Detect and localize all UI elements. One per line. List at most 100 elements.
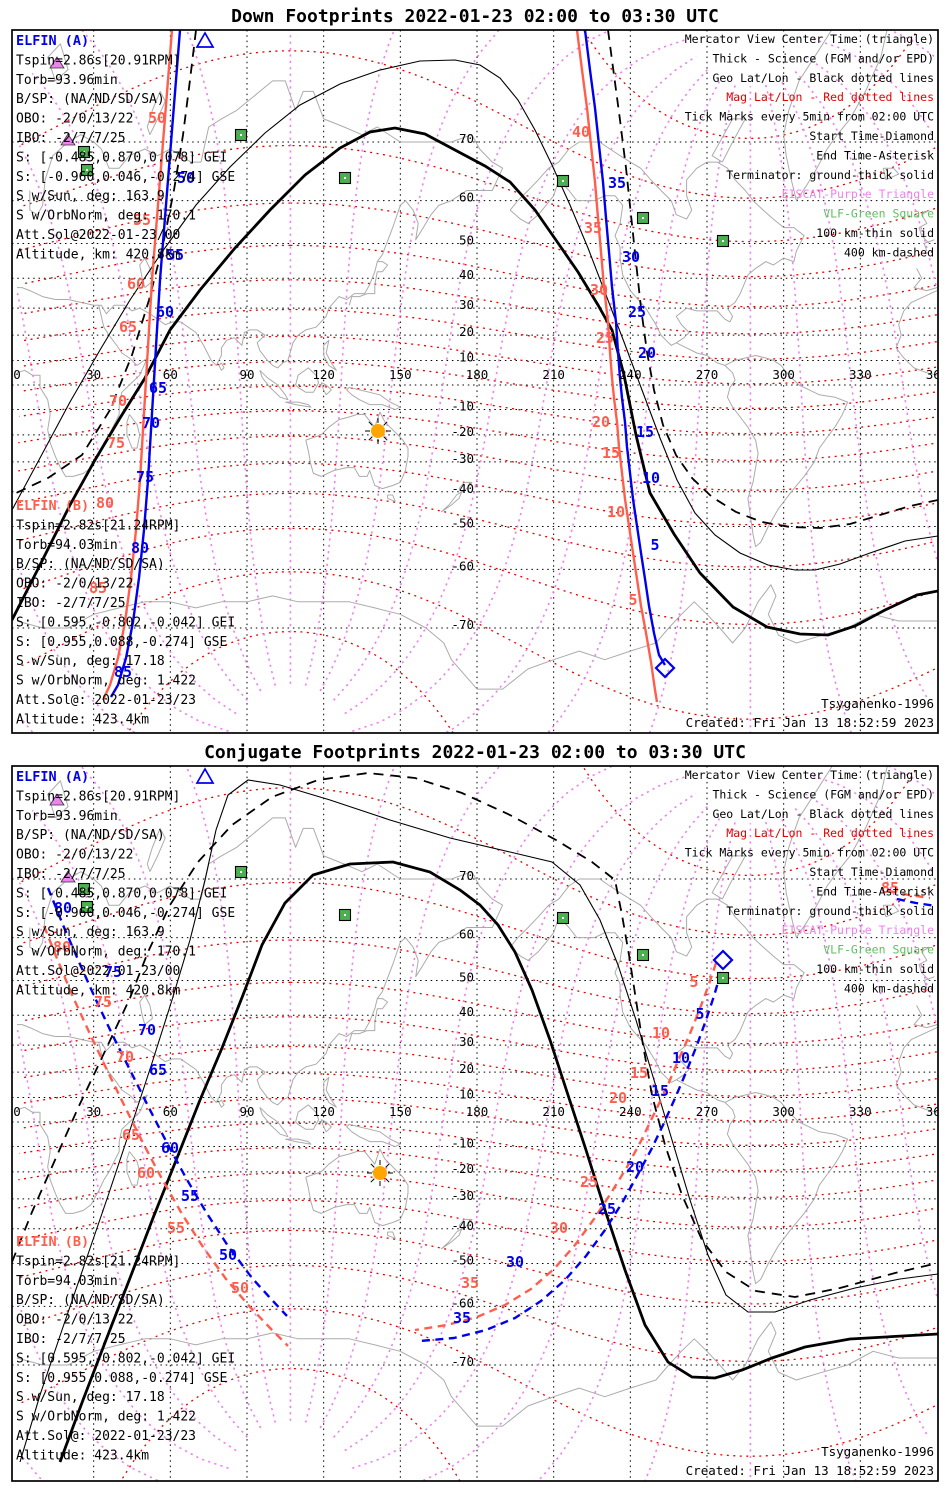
- minute-label: 10: [652, 1024, 670, 1042]
- center-time-triangle-icon: [195, 31, 215, 48]
- minute-label: 30: [590, 281, 608, 299]
- minute-label: 50: [219, 1246, 237, 1264]
- lat-tick-label: 30: [459, 1034, 474, 1049]
- mag-lon-lines: [16, 30, 938, 733]
- minute-label: 40: [572, 123, 590, 141]
- terminator-thin: [19, 779, 938, 1463]
- svg-text:S: [0.955,0.088,-0.274] GSE: S: [0.955,0.088,-0.274] GSE: [16, 1371, 227, 1386]
- legend-line: End Time-Asterisk: [816, 884, 934, 898]
- svg-text:B/SP: (NA/ND/SD/SA): B/SP: (NA/ND/SD/SA): [16, 1293, 165, 1308]
- coastlines: [16, 30, 938, 690]
- legend-line: EISCAT-Purple Triangle: [782, 187, 934, 201]
- track-elfin-b: [888, 889, 931, 900]
- minute-label: 60: [127, 275, 145, 293]
- minute-label: 30: [550, 1219, 568, 1237]
- minute-label: 70: [142, 414, 160, 432]
- legend-line: 100 km-thin solid: [816, 962, 934, 976]
- lon-tick-label: 0: [13, 367, 21, 382]
- svg-text:Tspin=2.82s[21.24RPM]: Tspin=2.82s[21.24RPM]: [16, 1254, 180, 1269]
- legend-line: VLF-Green Square: [823, 207, 934, 221]
- minute-label: 25: [580, 1173, 598, 1191]
- svg-text:Tspin=2.86s[20.91RPM]: Tspin=2.86s[20.91RPM]: [16, 53, 180, 68]
- lon-tick-label: 90: [239, 1104, 254, 1119]
- lon-tick-label: 180: [466, 1104, 489, 1119]
- minute-label: 30: [506, 1253, 524, 1271]
- lon-tick-label: 210: [542, 367, 565, 382]
- svg-text:S: [0.595,-0.802,-0.042] GEI: S: [0.595,-0.802,-0.042] GEI: [16, 1351, 235, 1366]
- geo-grid: [12, 766, 938, 1481]
- minute-label: 50: [177, 169, 195, 187]
- lat-tick-label: -60: [451, 1295, 474, 1310]
- lon-tick-label: 120: [312, 1104, 335, 1119]
- minute-label: 70: [109, 392, 127, 410]
- svg-text:Torb=94.03min: Torb=94.03min: [16, 1274, 118, 1289]
- minute-labels: 5101520253035510152025303550556065707580…: [53, 879, 899, 1327]
- minute-label: 5: [650, 536, 659, 554]
- svg-text:Att.Sol@2022-01-23/00: Att.Sol@2022-01-23/00: [16, 228, 180, 243]
- credit-line: Created: Fri Jan 13 18:52:59 2023: [686, 1463, 934, 1478]
- center-time-triangle-icon: [195, 767, 215, 784]
- subsolar-sun-icon: [365, 418, 391, 444]
- minute-label: 60: [137, 1164, 155, 1182]
- svg-text:S: [0.955,0.088,-0.274] GSE: S: [0.955,0.088,-0.274] GSE: [16, 635, 227, 650]
- svg-text:OBO: -2/0/13/22: OBO: -2/0/13/22: [16, 577, 133, 592]
- lon-tick-label: 270: [696, 367, 719, 382]
- minute-label: 15: [636, 423, 654, 441]
- lon-tick-label: 240: [619, 367, 642, 382]
- minute-label: 75: [94, 993, 112, 1011]
- axis-labels: 0 30 60 90 120 150 180 210 240 270 300 330 360 70 60 50…: [13, 131, 949, 632]
- lat-tick-label: 10: [459, 1086, 474, 1101]
- lat-tick-label: -50: [451, 1252, 474, 1267]
- minute-label: 20: [626, 1158, 644, 1176]
- legend-line: Mercator View Center Time (triangle): [685, 32, 934, 46]
- terminator-ground: [12, 126, 938, 637]
- minute-label: 35: [608, 174, 626, 192]
- lon-tick-label: 60: [163, 367, 178, 382]
- svg-text:IBO: -2/7/7/25: IBO: -2/7/7/25: [16, 131, 126, 146]
- minute-label: 35: [461, 1274, 479, 1292]
- legend-line: Tick Marks every 5min from 02:00 UTC: [685, 110, 934, 124]
- lat-tick-label: -30: [451, 451, 474, 466]
- minute-label: 25: [596, 329, 614, 347]
- panel-down-footprints: 5055606570758085505560657075808540353025…: [12, 30, 949, 733]
- panel-conjugate-footprints: 5101520253035510152025303550556065707580…: [12, 766, 938, 1481]
- track-elfin-a: [419, 971, 723, 1343]
- legend-line: EISCAT-Purple Triangle: [782, 923, 934, 937]
- minute-label: 20: [592, 413, 610, 431]
- lon-tick-label: 270: [696, 1104, 719, 1119]
- lat-tick-label: -10: [451, 399, 474, 414]
- minute-label: 50: [148, 109, 166, 127]
- render-root: 5055606570758085505560657075808540353025…: [11, 29, 949, 1482]
- credit: Tsyganenko-1996 Created: Fri Jan 13 18:52…: [686, 696, 934, 730]
- credit-line: Tsyganenko-1996: [821, 1444, 934, 1459]
- minute-label: 55: [181, 1187, 199, 1205]
- minute-label: 65: [149, 379, 167, 397]
- lon-tick-label: 240: [619, 1104, 642, 1119]
- svg-text:Tspin=2.86s[20.91RPM]: Tspin=2.86s[20.91RPM]: [16, 789, 180, 804]
- track-elfin-b: [414, 962, 718, 1332]
- svg-text:S: [-0.485,0.870,0.078] GEI: S: [-0.485,0.870,0.078] GEI: [16, 150, 227, 165]
- legend-line: Tick Marks every 5min from 02:00 UTC: [685, 846, 934, 860]
- svg-text:Att.Sol@: 2022-01-23/23: Att.Sol@: 2022-01-23/23: [16, 693, 196, 708]
- minute-label: 80: [96, 494, 114, 512]
- legend: Mercator View Center Time (triangle) Thic…: [685, 768, 934, 995]
- minute-label: 60: [161, 1139, 179, 1157]
- minute-label: 65: [122, 1126, 140, 1144]
- terminator-curves: [12, 30, 938, 637]
- minute-label: 25: [628, 303, 646, 321]
- lon-tick-label: 360: [926, 367, 949, 382]
- svg-text:Altitude, km: 420.8km: Altitude, km: 420.8km: [16, 247, 181, 262]
- legend-line: 400 km-dashed: [844, 245, 934, 259]
- subsolar-sun-icon: [367, 1160, 393, 1186]
- minute-label: 85: [89, 579, 107, 597]
- svg-text:IBO: -2/7/7/25: IBO: -2/7/7/25: [16, 596, 126, 611]
- minute-label: 20: [638, 344, 656, 362]
- svg-text:B/SP: (NA/ND/SD/SA): B/SP: (NA/ND/SD/SA): [16, 92, 165, 107]
- svg-text:Att.Sol@2022-01-23/00: Att.Sol@2022-01-23/00: [16, 964, 180, 979]
- lat-tick-label: 20: [459, 1061, 474, 1076]
- lat-tick-label: -70: [451, 617, 474, 632]
- svg-text:S: [0.595,-0.802,-0.042] GEI: S: [0.595,-0.802,-0.042] GEI: [16, 615, 235, 630]
- minute-label: 75: [107, 434, 125, 452]
- minute-label: 55: [167, 1219, 185, 1237]
- legend-line: Geo Lat/Lon - Black dotted lines: [712, 807, 934, 821]
